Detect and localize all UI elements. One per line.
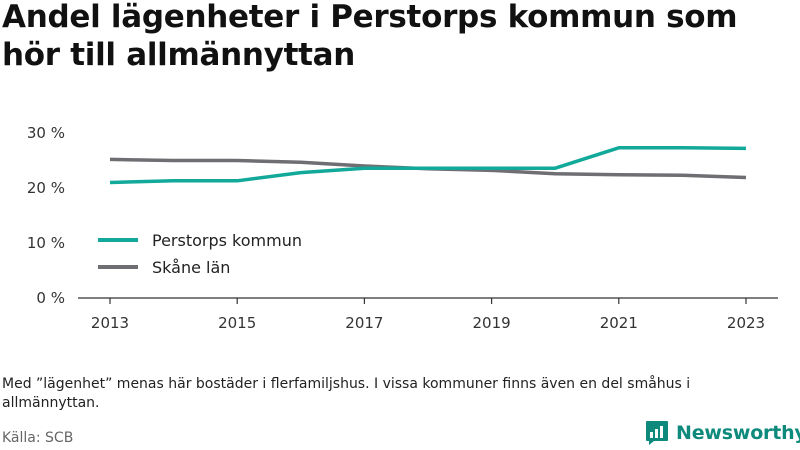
legend-label: Perstorps kommun — [152, 231, 302, 250]
x-tick-label: 2013 — [91, 314, 129, 332]
footnote: Med ”lägenhet” menas här bostäder i fler… — [2, 376, 691, 411]
y-tick-label: 20 % — [27, 179, 65, 197]
legend-label: Skåne län — [152, 258, 230, 277]
brand-name: Newsworthy — [676, 422, 800, 444]
legend-item: Perstorps kommun — [78, 228, 305, 253]
x-tick-label: 2021 — [600, 314, 638, 332]
x-axis: 2013 2015 2017 2019 2021 2023 — [78, 297, 778, 332]
line-chart: 0 % 10 % 20 % 30 % 2013 2015 2017 2019 2021 2023… — [27, 124, 778, 332]
series-line — [109, 146, 747, 185]
y-tick-label: 0 % — [36, 289, 65, 307]
x-tick-label: 2017 — [345, 314, 383, 332]
source-text: Källa: SCB — [2, 430, 74, 446]
y-tick-label: 10 % — [27, 234, 65, 252]
brand-logo: Newsworthy — [645, 419, 800, 447]
y-tick-label: 30 % — [27, 124, 65, 142]
legend-item: Skåne län — [78, 255, 233, 280]
x-tick-label: 2023 — [727, 314, 765, 332]
x-tick-label: 2019 — [473, 314, 511, 332]
legend: Perstorps kommun Skåne län — [78, 228, 305, 280]
chart-title: Andel lägenheter i Perstorps kommun som … — [2, 0, 738, 73]
x-tick-label: 2015 — [218, 314, 256, 332]
newsworthy-logo-icon — [646, 421, 668, 445]
y-axis: 0 % 10 % 20 % 30 % — [27, 124, 65, 307]
series-lines — [109, 146, 747, 185]
